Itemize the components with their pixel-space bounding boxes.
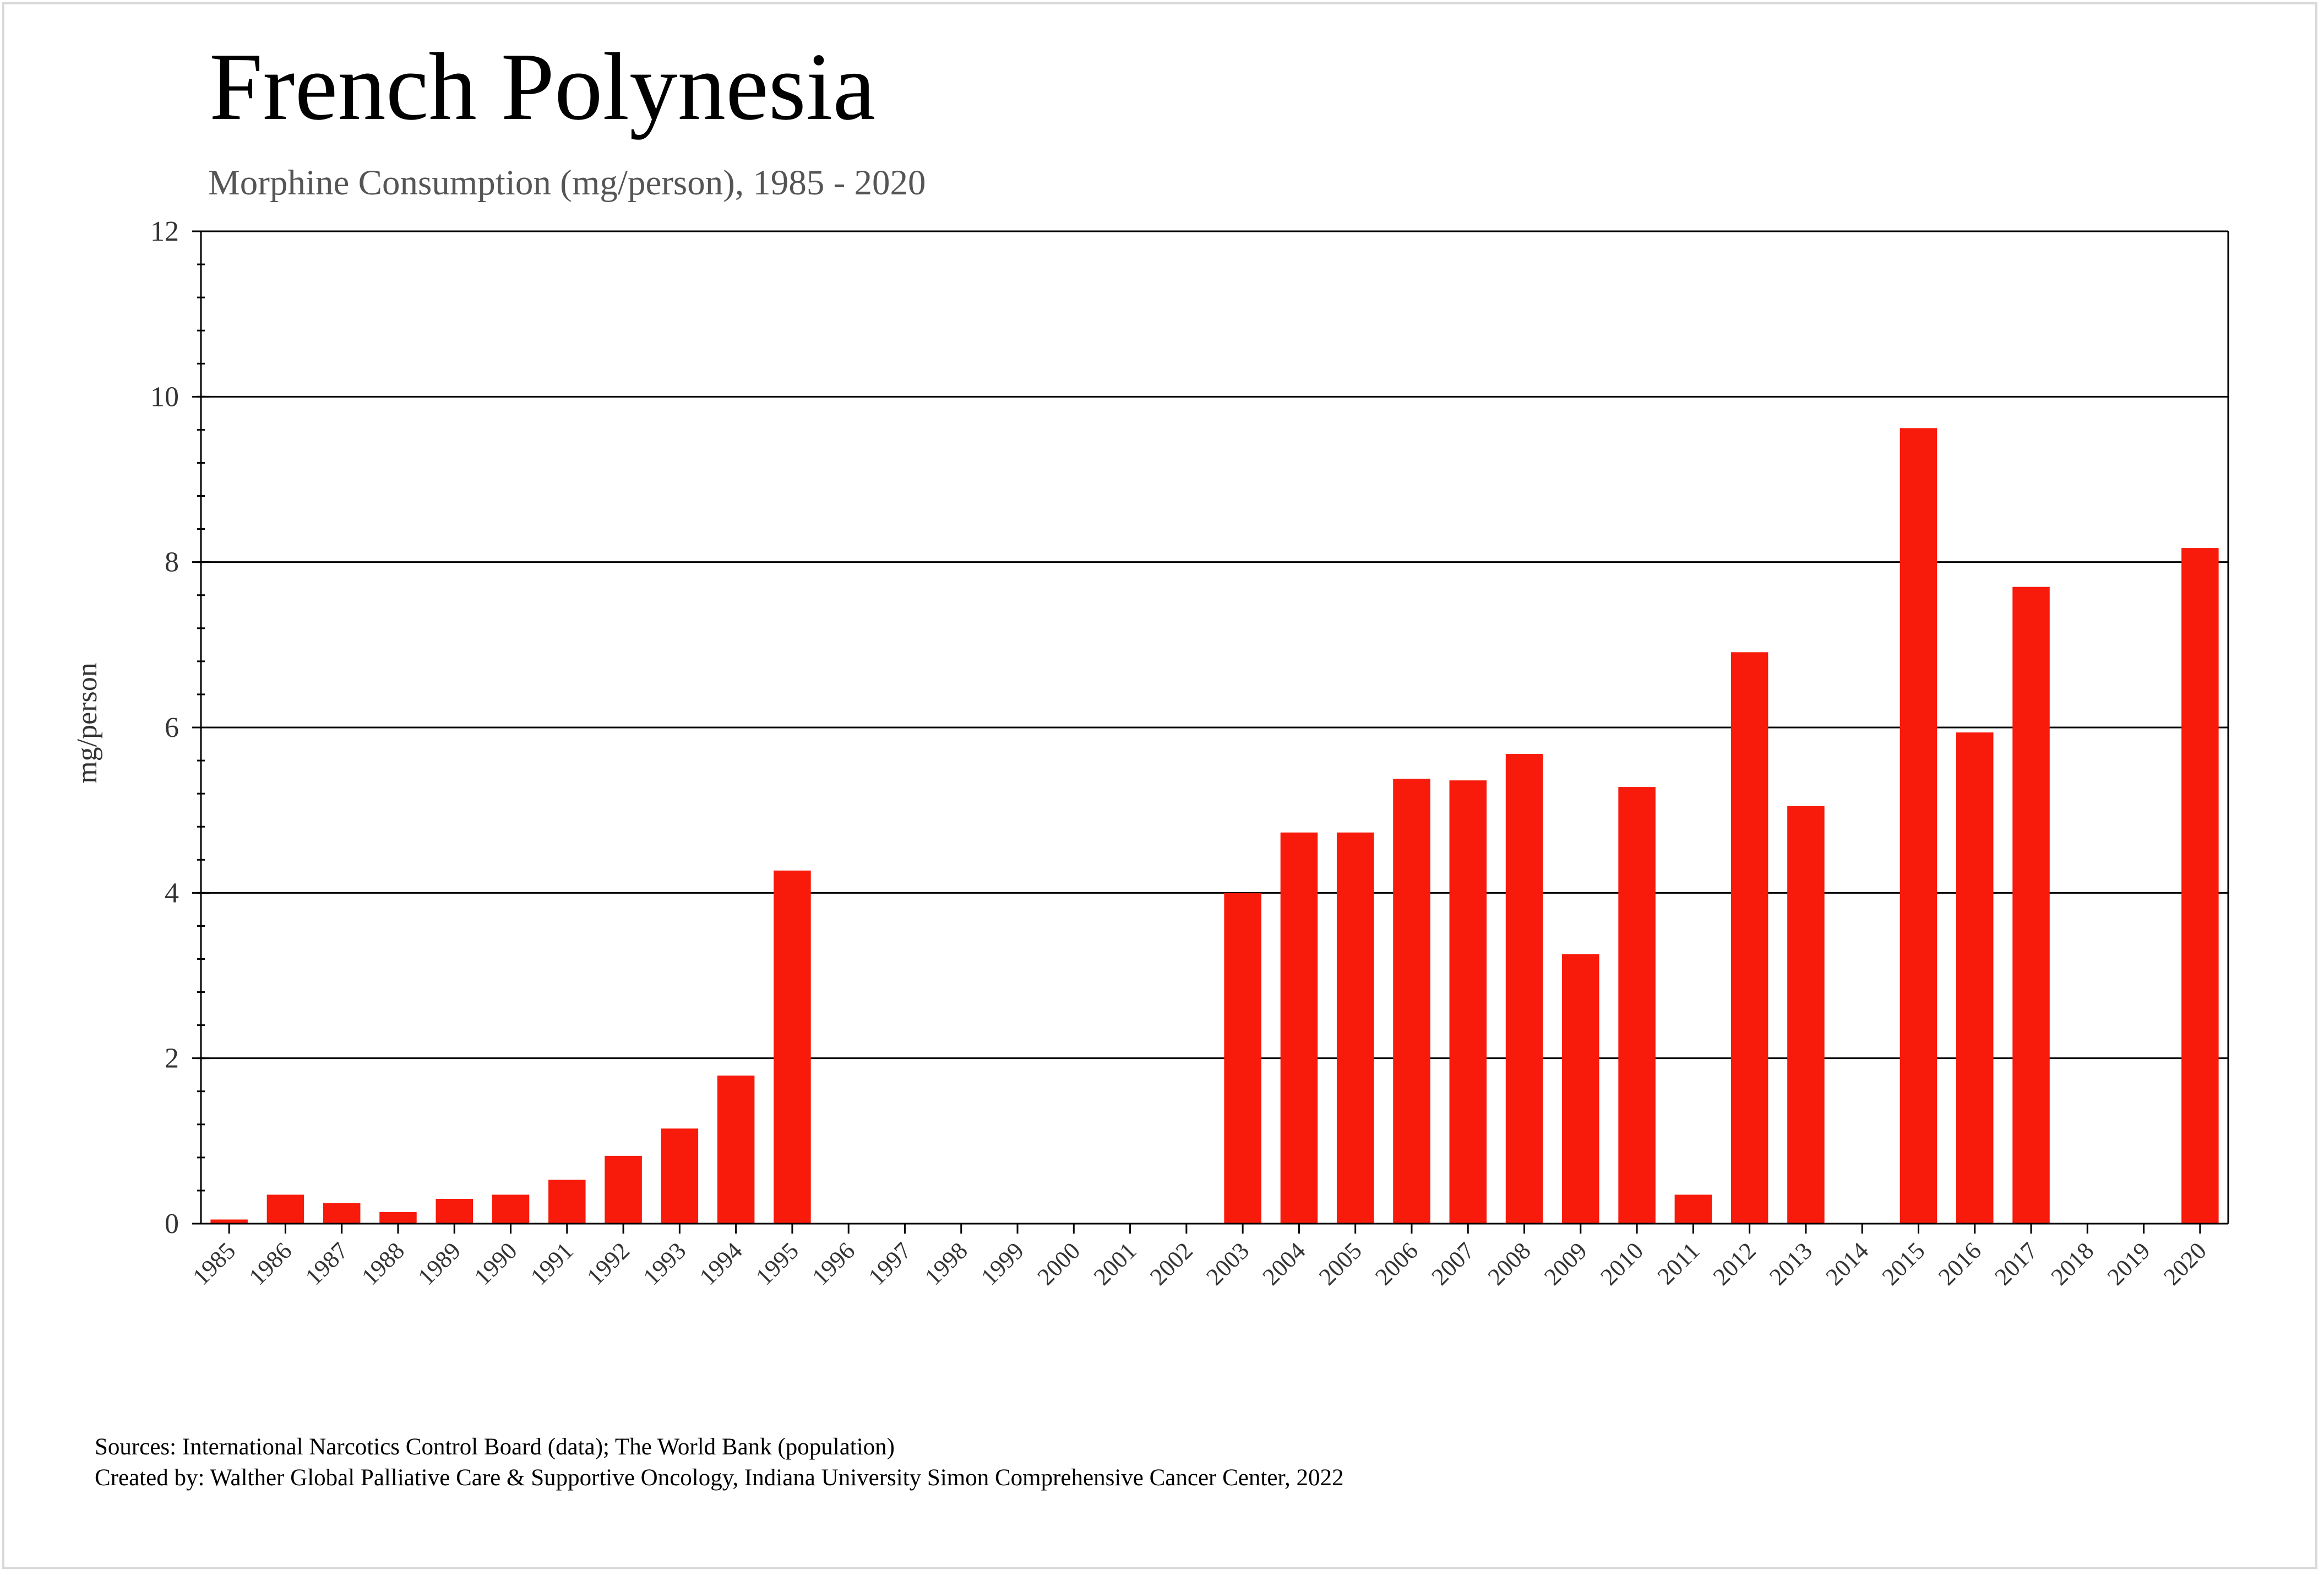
credits-line: Created by: Walther Global Palliative Ca…: [95, 1465, 1344, 1491]
bar-2009: [1562, 954, 1599, 1224]
bar-1990: [492, 1194, 530, 1224]
bar-2010: [1618, 787, 1656, 1224]
y-axis-label: mg/person: [72, 662, 103, 784]
bars: [210, 428, 2219, 1224]
y-tick-label: 6: [165, 712, 179, 743]
bar-2016: [1956, 732, 1994, 1224]
bar-1986: [266, 1194, 304, 1224]
y-tick-label: 10: [150, 381, 179, 412]
x-tick-label: 1991: [525, 1237, 579, 1290]
x-tick-label: 2016: [1933, 1237, 1986, 1290]
bar-2003: [1224, 893, 1261, 1224]
bar-1985: [210, 1219, 248, 1224]
x-tick-label: 2000: [1032, 1237, 1086, 1290]
gridlines: [201, 395, 2228, 1060]
bar-1987: [323, 1203, 361, 1224]
bar-1989: [436, 1198, 473, 1224]
chart-subtitle: Morphine Consumption (mg/person), 1985 -…: [208, 163, 926, 203]
y-tick-label: 12: [150, 216, 179, 247]
bar-2004: [1280, 832, 1318, 1224]
x-tick-label: 1999: [976, 1237, 1029, 1290]
x-tick-label: 2017: [1989, 1237, 2043, 1290]
x-tick-label: 2010: [1595, 1237, 1648, 1290]
x-tick-label: 1987: [300, 1237, 353, 1290]
x-tick-label: 1995: [750, 1237, 804, 1290]
x-tick-label: 1989: [412, 1237, 466, 1290]
x-tick-label: 1986: [244, 1237, 297, 1290]
y-tick-label: 8: [165, 547, 179, 578]
bar-2015: [1900, 428, 1937, 1224]
x-tick-label: 1994: [694, 1237, 748, 1290]
x-tick-label: 2001: [1088, 1237, 1142, 1290]
chart-title: French Polynesia: [209, 33, 876, 140]
x-tick-label: 2012: [1708, 1237, 1761, 1290]
x-tick-label: 1988: [356, 1237, 410, 1290]
axes: [192, 230, 2229, 1234]
x-tick-label: 2002: [1145, 1237, 1198, 1290]
x-tick-label: 1998: [919, 1237, 973, 1290]
x-tick-label: 1992: [581, 1237, 635, 1290]
x-tick-label: 2018: [2046, 1237, 2099, 1290]
bar-1995: [774, 870, 811, 1224]
bar-2005: [1336, 832, 1374, 1224]
bar-2017: [2012, 586, 2050, 1224]
bar-2012: [1730, 652, 1768, 1224]
x-tick-label: 2006: [1370, 1237, 1423, 1290]
bar-2007: [1449, 780, 1487, 1224]
x-tick-label: 2004: [1258, 1237, 1311, 1290]
bar-1993: [661, 1128, 699, 1224]
x-tick-label: 2005: [1314, 1237, 1367, 1290]
x-tick-label: 2007: [1426, 1237, 1479, 1290]
bar-2006: [1393, 779, 1430, 1224]
y-tick-label: 4: [165, 877, 179, 909]
x-tick-label: 2015: [1877, 1237, 1930, 1290]
x-tick-label: 2009: [1539, 1237, 1592, 1290]
x-tick-label: 1990: [469, 1237, 523, 1290]
x-tick-label: 2003: [1201, 1237, 1254, 1290]
x-tick-label: 2013: [1764, 1237, 1817, 1290]
x-tick-label: 2011: [1652, 1237, 1705, 1290]
x-tick-label: 2019: [2102, 1237, 2156, 1290]
x-tick-label: 2014: [1820, 1237, 1874, 1290]
bar-2013: [1787, 806, 1825, 1224]
x-tick-label: 1985: [187, 1237, 241, 1290]
bar-1988: [379, 1212, 417, 1224]
y-tick-label: 0: [165, 1208, 179, 1240]
bar-2020: [2181, 548, 2219, 1224]
bar-1994: [717, 1076, 755, 1224]
bar-1992: [605, 1155, 642, 1224]
y-tick-label: 2: [165, 1043, 179, 1074]
x-tick-label: 1996: [807, 1237, 860, 1290]
bar-2008: [1505, 754, 1543, 1224]
sources-line: Sources: International Narcotics Control…: [95, 1434, 895, 1460]
bar-1991: [548, 1180, 586, 1224]
x-tick-label: 2008: [1483, 1237, 1536, 1290]
x-tick-label: 1993: [638, 1237, 692, 1290]
bar-2011: [1674, 1194, 1712, 1224]
x-tick-label: 1997: [863, 1237, 917, 1290]
x-tick-label: 2020: [2158, 1237, 2212, 1290]
